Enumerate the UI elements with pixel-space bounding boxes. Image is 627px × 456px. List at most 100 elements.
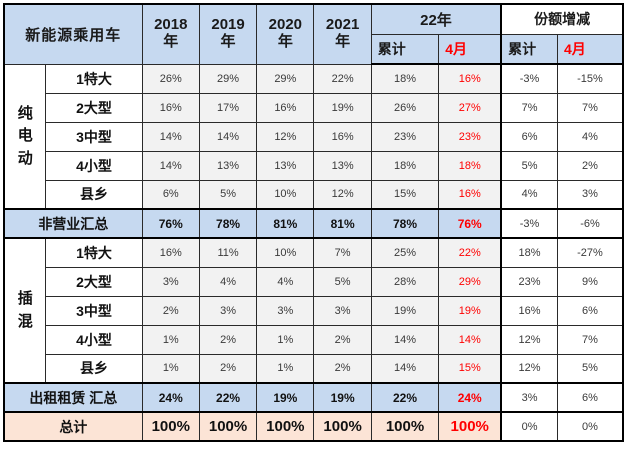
data-value-cell: 1% [256,353,315,384]
share-value-cell: 5% [500,150,558,181]
share-value-cell: 2% [556,150,624,181]
share-value-cell: 12% [500,353,558,384]
row-label: 3中型 [45,295,143,326]
data-value-cell: 13% [256,150,315,181]
data-value-cell: 100% [256,411,315,442]
table-title: 新能源乘用车 [3,3,143,65]
share-value-cell: -6% [556,208,624,239]
data-value-cell: 18% [438,150,503,181]
data-value-cell: 19% [313,382,372,413]
data-value-cell: 14% [370,353,440,384]
share-value-cell: 6% [500,121,558,152]
data-value-cell: 100% [141,411,200,442]
data-value-cell: 7% [313,237,372,268]
data-value-cell: 2% [198,324,258,355]
data-value-cell: 6% [141,179,200,210]
share-value-cell: 23% [500,266,558,297]
col-header-22year: 22年 [370,3,503,35]
data-value-cell: 100% [438,411,503,442]
data-value-cell: 12% [256,121,315,152]
data-value-cell: 13% [198,150,258,181]
data-value-cell: 2% [198,353,258,384]
share-value-cell: 7% [556,92,624,123]
data-value-cell: 12% [313,179,372,210]
data-value-cell: 15% [438,353,503,384]
data-value-cell: 1% [141,353,200,384]
data-value-cell: 3% [313,295,372,326]
col-header-2021: 2021 年 [313,3,372,65]
data-value-cell: 5% [198,179,258,210]
subheader-share-april: 4月 [556,33,624,65]
summary-row: 总计 100% 100% 100% 100% 100% 100% 0% 0% [3,411,624,442]
data-value-cell: 3% [256,295,315,326]
table-row: 县乡 6% 5% 10% 12% 15% 16% 4% 3% [4,179,624,210]
data-value-cell: 23% [370,121,440,152]
data-value-cell: 2% [313,353,372,384]
data-value-cell: 100% [198,411,258,442]
data-value-cell: 26% [370,92,440,123]
share-value-cell: 6% [556,295,624,326]
table-row: 3中型 2% 3% 3% 3% 19% 19% 16% 6% [4,295,624,326]
subheader-22-april: 4月 [438,33,503,65]
data-value-cell: 29% [438,266,503,297]
data-value-cell: 15% [370,179,440,210]
data-value-cell: 10% [256,179,315,210]
data-value-cell: 22% [198,382,258,413]
share-value-cell: 5% [556,353,624,384]
data-value-cell: 5% [313,266,372,297]
table-header: 新能源乘用车 2018 年 2019 年 2020 年 2021 年 22年 份… [3,3,624,65]
table-row: 插 混 1特大 16% 11% 10% 7% 25% 22% 18% -27% [3,237,624,384]
row-label: 4小型 [45,324,143,355]
data-value-cell: 16% [141,92,200,123]
row-label: 4小型 [45,150,143,181]
data-value-cell: 14% [198,121,258,152]
data-value-cell: 100% [370,411,440,442]
data-value-cell: 14% [141,150,200,181]
data-value-cell: 16% [438,63,503,94]
data-value-cell: 22% [438,237,503,268]
group-label: 纯 电 动 [3,63,47,210]
share-value-cell: 4% [500,179,558,210]
data-value-cell: 19% [256,382,315,413]
data-value-cell: 28% [370,266,440,297]
table-row: 纯 电 动 1特大 26% 29% 29% 22% 18% 16% -3% -15% [3,63,624,210]
summary-row: 出租租赁 汇总 24% 22% 19% 19% 22% 24% 3% 6% [3,382,624,413]
col-header-2020: 2020 年 [256,3,315,65]
data-value-cell: 14% [370,324,440,355]
row-label: 1特大 [45,63,143,94]
share-value-cell: -3% [500,208,558,239]
row-label: 2大型 [45,92,143,123]
col-header-share-change: 份额增减 [500,3,624,35]
data-value-cell: 23% [438,121,503,152]
share-value-cell: -15% [556,63,624,94]
data-value-cell: 14% [141,121,200,152]
data-value-cell: 78% [370,208,440,239]
row-label: 2大型 [45,266,143,297]
col-header-2018: 2018 年 [141,3,200,65]
data-value-cell: 11% [198,237,258,268]
page: 新能源乘用车 2018 年 2019 年 2020 年 2021 年 22年 份… [3,3,624,442]
group-label: 插 混 [3,237,47,384]
data-value-cell: 14% [438,324,503,355]
col-header-2019: 2019 年 [198,3,258,65]
data-value-cell: 26% [141,63,200,94]
summary-label: 出租租赁 汇总 [3,382,143,413]
data-value-cell: 4% [198,266,258,297]
data-value-cell: 13% [313,150,372,181]
table-row: 2大型 3% 4% 4% 5% 28% 29% 23% 9% [4,266,624,297]
data-value-cell: 25% [370,237,440,268]
row-label: 3中型 [45,121,143,152]
row-label: 县乡 [45,353,143,384]
share-value-cell: 16% [500,295,558,326]
data-value-cell: 4% [256,266,315,297]
summary-row: 非营业汇总 76% 78% 81% 81% 78% 76% -3% -6% [3,208,624,239]
data-value-cell: 24% [438,382,503,413]
data-value-cell: 18% [370,150,440,181]
data-value-cell: 18% [370,63,440,94]
share-value-cell: 3% [556,179,624,210]
summary-label: 总计 [3,411,143,442]
share-value-cell: 18% [500,237,558,268]
data-value-cell: 1% [256,324,315,355]
data-value-cell: 100% [313,411,372,442]
row-label: 1特大 [45,237,143,268]
